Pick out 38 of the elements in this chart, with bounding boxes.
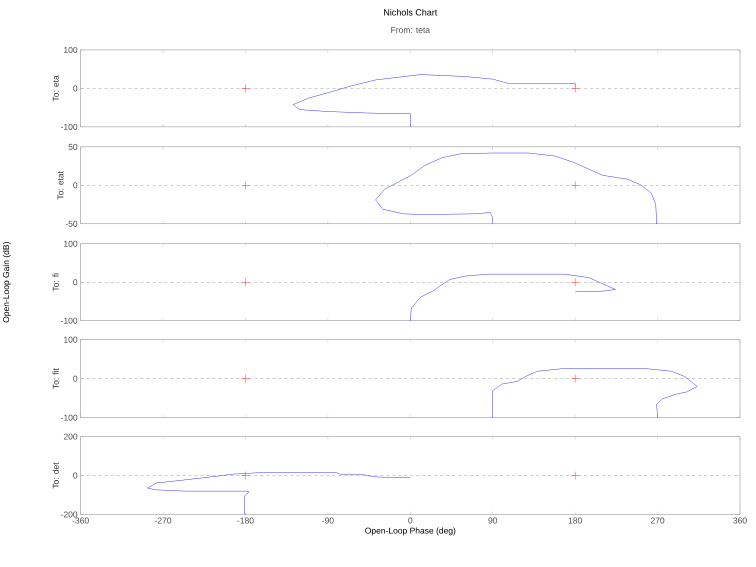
- line-series: [375, 152, 657, 224]
- y-tick-label: 0: [73, 182, 78, 188]
- y-tick-label: -100: [60, 124, 78, 130]
- line-series: [147, 472, 411, 514]
- y-tick-label: -100: [60, 414, 78, 420]
- y-tick-label: 0: [73, 472, 78, 478]
- y-tick-label: 100: [64, 336, 78, 342]
- y-axis-title: To: fit: [52, 368, 59, 389]
- y-tick-label: 100: [64, 46, 78, 53]
- x-tick-label: 360: [733, 517, 747, 524]
- y-tick-label: 0: [73, 85, 78, 92]
- y-axis-title: To: eta: [52, 75, 59, 102]
- x-tick-label: -360: [72, 517, 89, 524]
- x-tick-label: -180: [237, 517, 254, 524]
- y-tick-label: 50: [68, 144, 78, 150]
- x-tick-label: -270: [154, 517, 172, 524]
- y-tick-label: 0: [73, 375, 78, 382]
- x-tick-label: 0: [408, 517, 412, 524]
- x-tick-label: 90: [488, 517, 498, 524]
- chart-subtitle: From: teta: [391, 26, 430, 33]
- y-axis-title: To: fi: [52, 273, 59, 292]
- x-axis-title: Open-Loop Phase (deg): [365, 527, 456, 536]
- y-tick-label: -50: [66, 220, 78, 227]
- y-tick-label: 200: [64, 433, 78, 440]
- line-series: [292, 74, 576, 127]
- x-tick-label: 180: [568, 517, 582, 524]
- x-tick-label: -90: [322, 517, 334, 524]
- line-series: [492, 368, 698, 418]
- chart-title: Nichols Chart: [384, 8, 438, 16]
- y-tick-label: -100: [60, 317, 78, 324]
- y-axis-title: To: det: [52, 462, 59, 488]
- y-tick-label: -200: [60, 511, 78, 518]
- y-axis-title: To: etat: [58, 170, 64, 200]
- text: Open-Loop Gain (dB): [2, 242, 11, 322]
- x-tick-label: 270: [650, 517, 664, 524]
- y-tick-label: 100: [64, 240, 78, 247]
- y-tick-label: 0: [73, 279, 78, 286]
- line-series: [410, 274, 616, 321]
